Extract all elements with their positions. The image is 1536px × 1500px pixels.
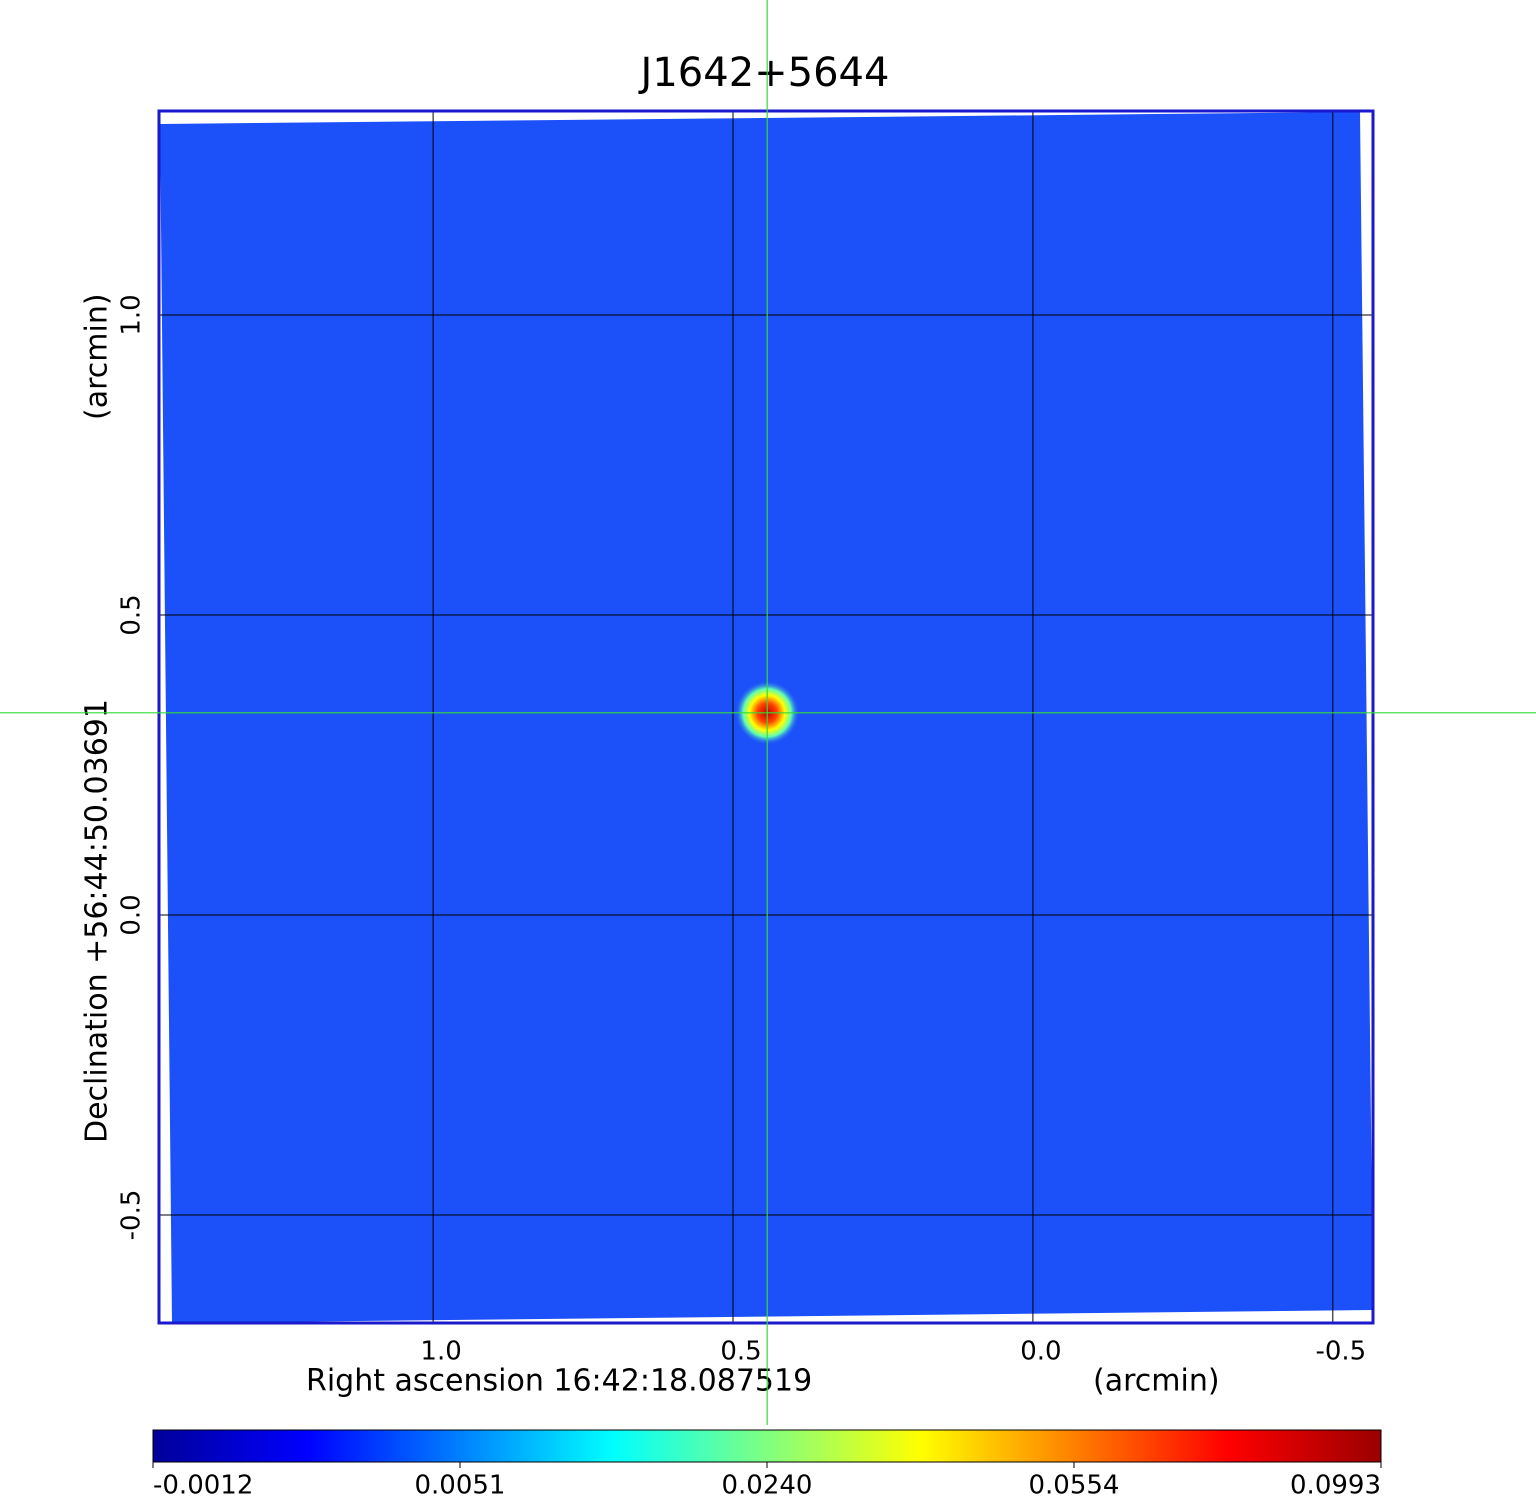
y-axis-label: Declination +56:44:50.03691 [80,699,115,1143]
colorbar [152,1429,1382,1463]
x-tick-label: 0.0 [1020,1337,1061,1367]
x-axis-unit: (arcmin) [1093,1364,1220,1399]
y-tick-label: 0.5 [117,594,147,635]
colorbar-tick-label: -0.0012 [153,1471,253,1500]
x-tick-label: -0.5 [1315,1337,1366,1367]
x-axis-label: Right ascension 16:42:18.087519 [306,1364,812,1399]
y-tick-label: 0.0 [117,894,147,935]
frame [157,109,1375,1325]
y-tick-label: -0.5 [117,1190,147,1241]
colorbar-tick-label: 0.0993 [1290,1471,1381,1500]
colorbar-tick-label: 0.0554 [1029,1471,1120,1500]
y-axis-unit: (arcmin) [80,293,115,420]
y-tick-label: 1.0 [117,294,147,335]
colorbar-tick-label: 0.0051 [415,1471,506,1500]
colorbar-tick-label: 0.0240 [722,1471,813,1500]
chart-title: J1642+5644 [638,50,890,96]
x-tick-label: 1.0 [420,1337,461,1367]
x-tick-label: 0.5 [720,1337,761,1367]
